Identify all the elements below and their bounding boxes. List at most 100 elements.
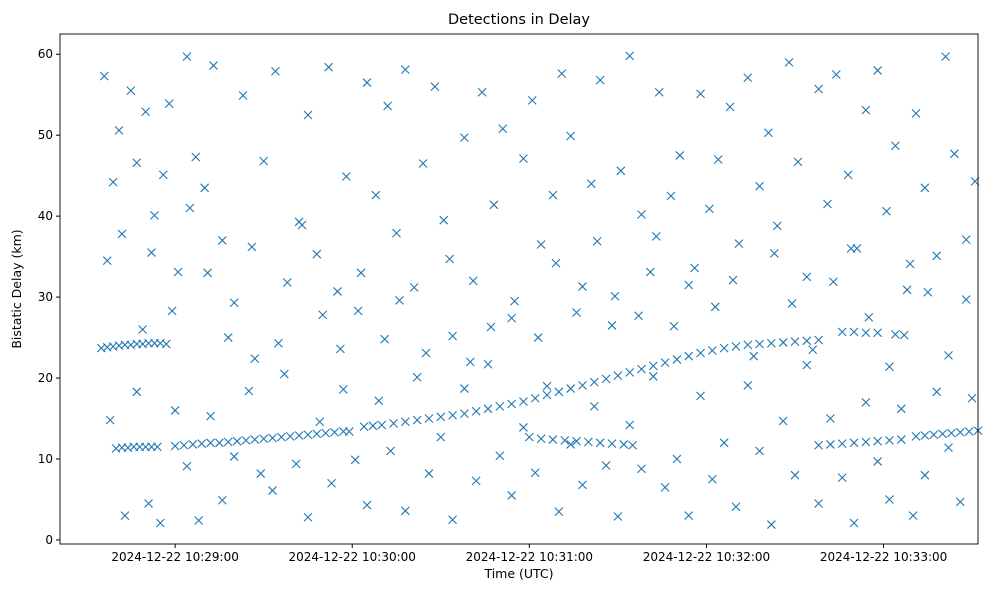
detection-point: [217, 495, 227, 505]
detection-point: [728, 275, 738, 285]
detection-point: [510, 296, 519, 306]
detection-point: [905, 259, 915, 269]
detection-point: [583, 437, 593, 447]
detection-point: [114, 125, 124, 135]
x-tick-label: 2024-12-22 10:32:00: [643, 550, 770, 564]
detection-point: [849, 438, 859, 448]
detection-point: [731, 342, 741, 351]
detection-point: [223, 437, 233, 447]
detection-point: [666, 191, 676, 201]
detection-point: [424, 414, 434, 423]
detection-point: [734, 239, 744, 249]
detection-point: [483, 359, 493, 369]
detection-point: [902, 285, 912, 295]
detection-point: [672, 355, 682, 364]
detection-point: [274, 338, 283, 348]
detection-point: [327, 478, 336, 488]
detection-point: [684, 511, 694, 521]
detection-point: [660, 482, 670, 492]
detection-point: [324, 62, 333, 72]
x-axis-ticks: 2024-12-22 10:29:00 2024-12-22 10:30:00 20…: [111, 544, 947, 564]
detection-point: [961, 235, 971, 245]
detection-point: [837, 473, 847, 483]
x-axis-label: Time (UTC): [483, 566, 553, 581]
detection-point: [144, 499, 153, 508]
detection-point: [368, 421, 378, 431]
detection-point: [911, 431, 921, 441]
detection-point: [495, 451, 505, 461]
detection-point: [731, 502, 741, 512]
detection-point: [707, 346, 717, 355]
chart-title: Detections in Delay: [448, 12, 590, 28]
detection-point: [400, 65, 410, 75]
detection-point: [542, 381, 552, 391]
detection-point: [843, 170, 853, 180]
detection-point: [223, 333, 233, 342]
y-axis-label: Bistatic Delay (km): [9, 229, 24, 348]
detection-point: [755, 339, 764, 349]
detection-point: [793, 157, 803, 167]
detection-point: [719, 438, 729, 448]
detection-point: [548, 435, 558, 444]
detection-point: [932, 387, 942, 397]
detection-point: [421, 348, 431, 358]
detection-point: [964, 427, 974, 436]
detection-point: [766, 338, 776, 348]
detection-point: [749, 351, 759, 361]
detection-point: [303, 512, 313, 522]
detection-point: [831, 70, 841, 79]
detection-point: [778, 416, 788, 426]
detection-point: [271, 66, 280, 76]
detection-point: [460, 133, 469, 143]
detection-point: [589, 377, 599, 387]
detection-point: [321, 428, 331, 438]
detection-point: [303, 430, 313, 440]
detection-point: [291, 459, 301, 469]
detection-point: [215, 438, 224, 448]
detection-point: [200, 183, 210, 193]
detection-point: [282, 278, 292, 287]
detection-point: [498, 124, 508, 134]
detection-point: [132, 158, 142, 168]
detection-point: [578, 480, 587, 490]
detection-point: [350, 455, 360, 465]
detection-point: [536, 240, 546, 249]
detection-point: [105, 415, 115, 425]
detection-points: [96, 51, 983, 529]
detection-point: [607, 321, 617, 330]
detection-point: [338, 384, 348, 394]
detection-point: [507, 491, 517, 500]
detection-point: [436, 412, 446, 422]
detection-point: [120, 511, 130, 521]
detection-point: [772, 221, 782, 231]
detection-point: [660, 358, 670, 368]
detection-point: [885, 495, 894, 504]
detection-point: [161, 339, 171, 349]
detection-point: [947, 428, 956, 438]
detection-point: [586, 179, 596, 189]
detection-point: [155, 518, 165, 528]
detection-point: [637, 364, 646, 374]
detection-point: [849, 327, 859, 337]
detection-point: [684, 280, 694, 290]
y-tick-label: 0: [45, 533, 53, 547]
detection-point: [846, 244, 856, 253]
detection-point: [551, 258, 561, 268]
detection-point: [601, 461, 611, 470]
detection-point: [743, 340, 753, 350]
detection-point: [766, 520, 776, 529]
y-tick-label: 40: [38, 209, 53, 223]
detection-point: [554, 387, 564, 397]
detection-point: [908, 511, 918, 521]
detection-point: [206, 438, 215, 448]
detection-point: [955, 427, 965, 437]
detection-point: [285, 431, 295, 441]
detection-point: [885, 435, 894, 445]
detection-point: [696, 89, 705, 99]
detection-point: [920, 183, 930, 193]
detection-point: [873, 457, 883, 466]
detection-point: [436, 432, 446, 442]
detection-point: [383, 101, 393, 111]
detection-point: [826, 414, 835, 423]
detection-point: [150, 210, 159, 220]
